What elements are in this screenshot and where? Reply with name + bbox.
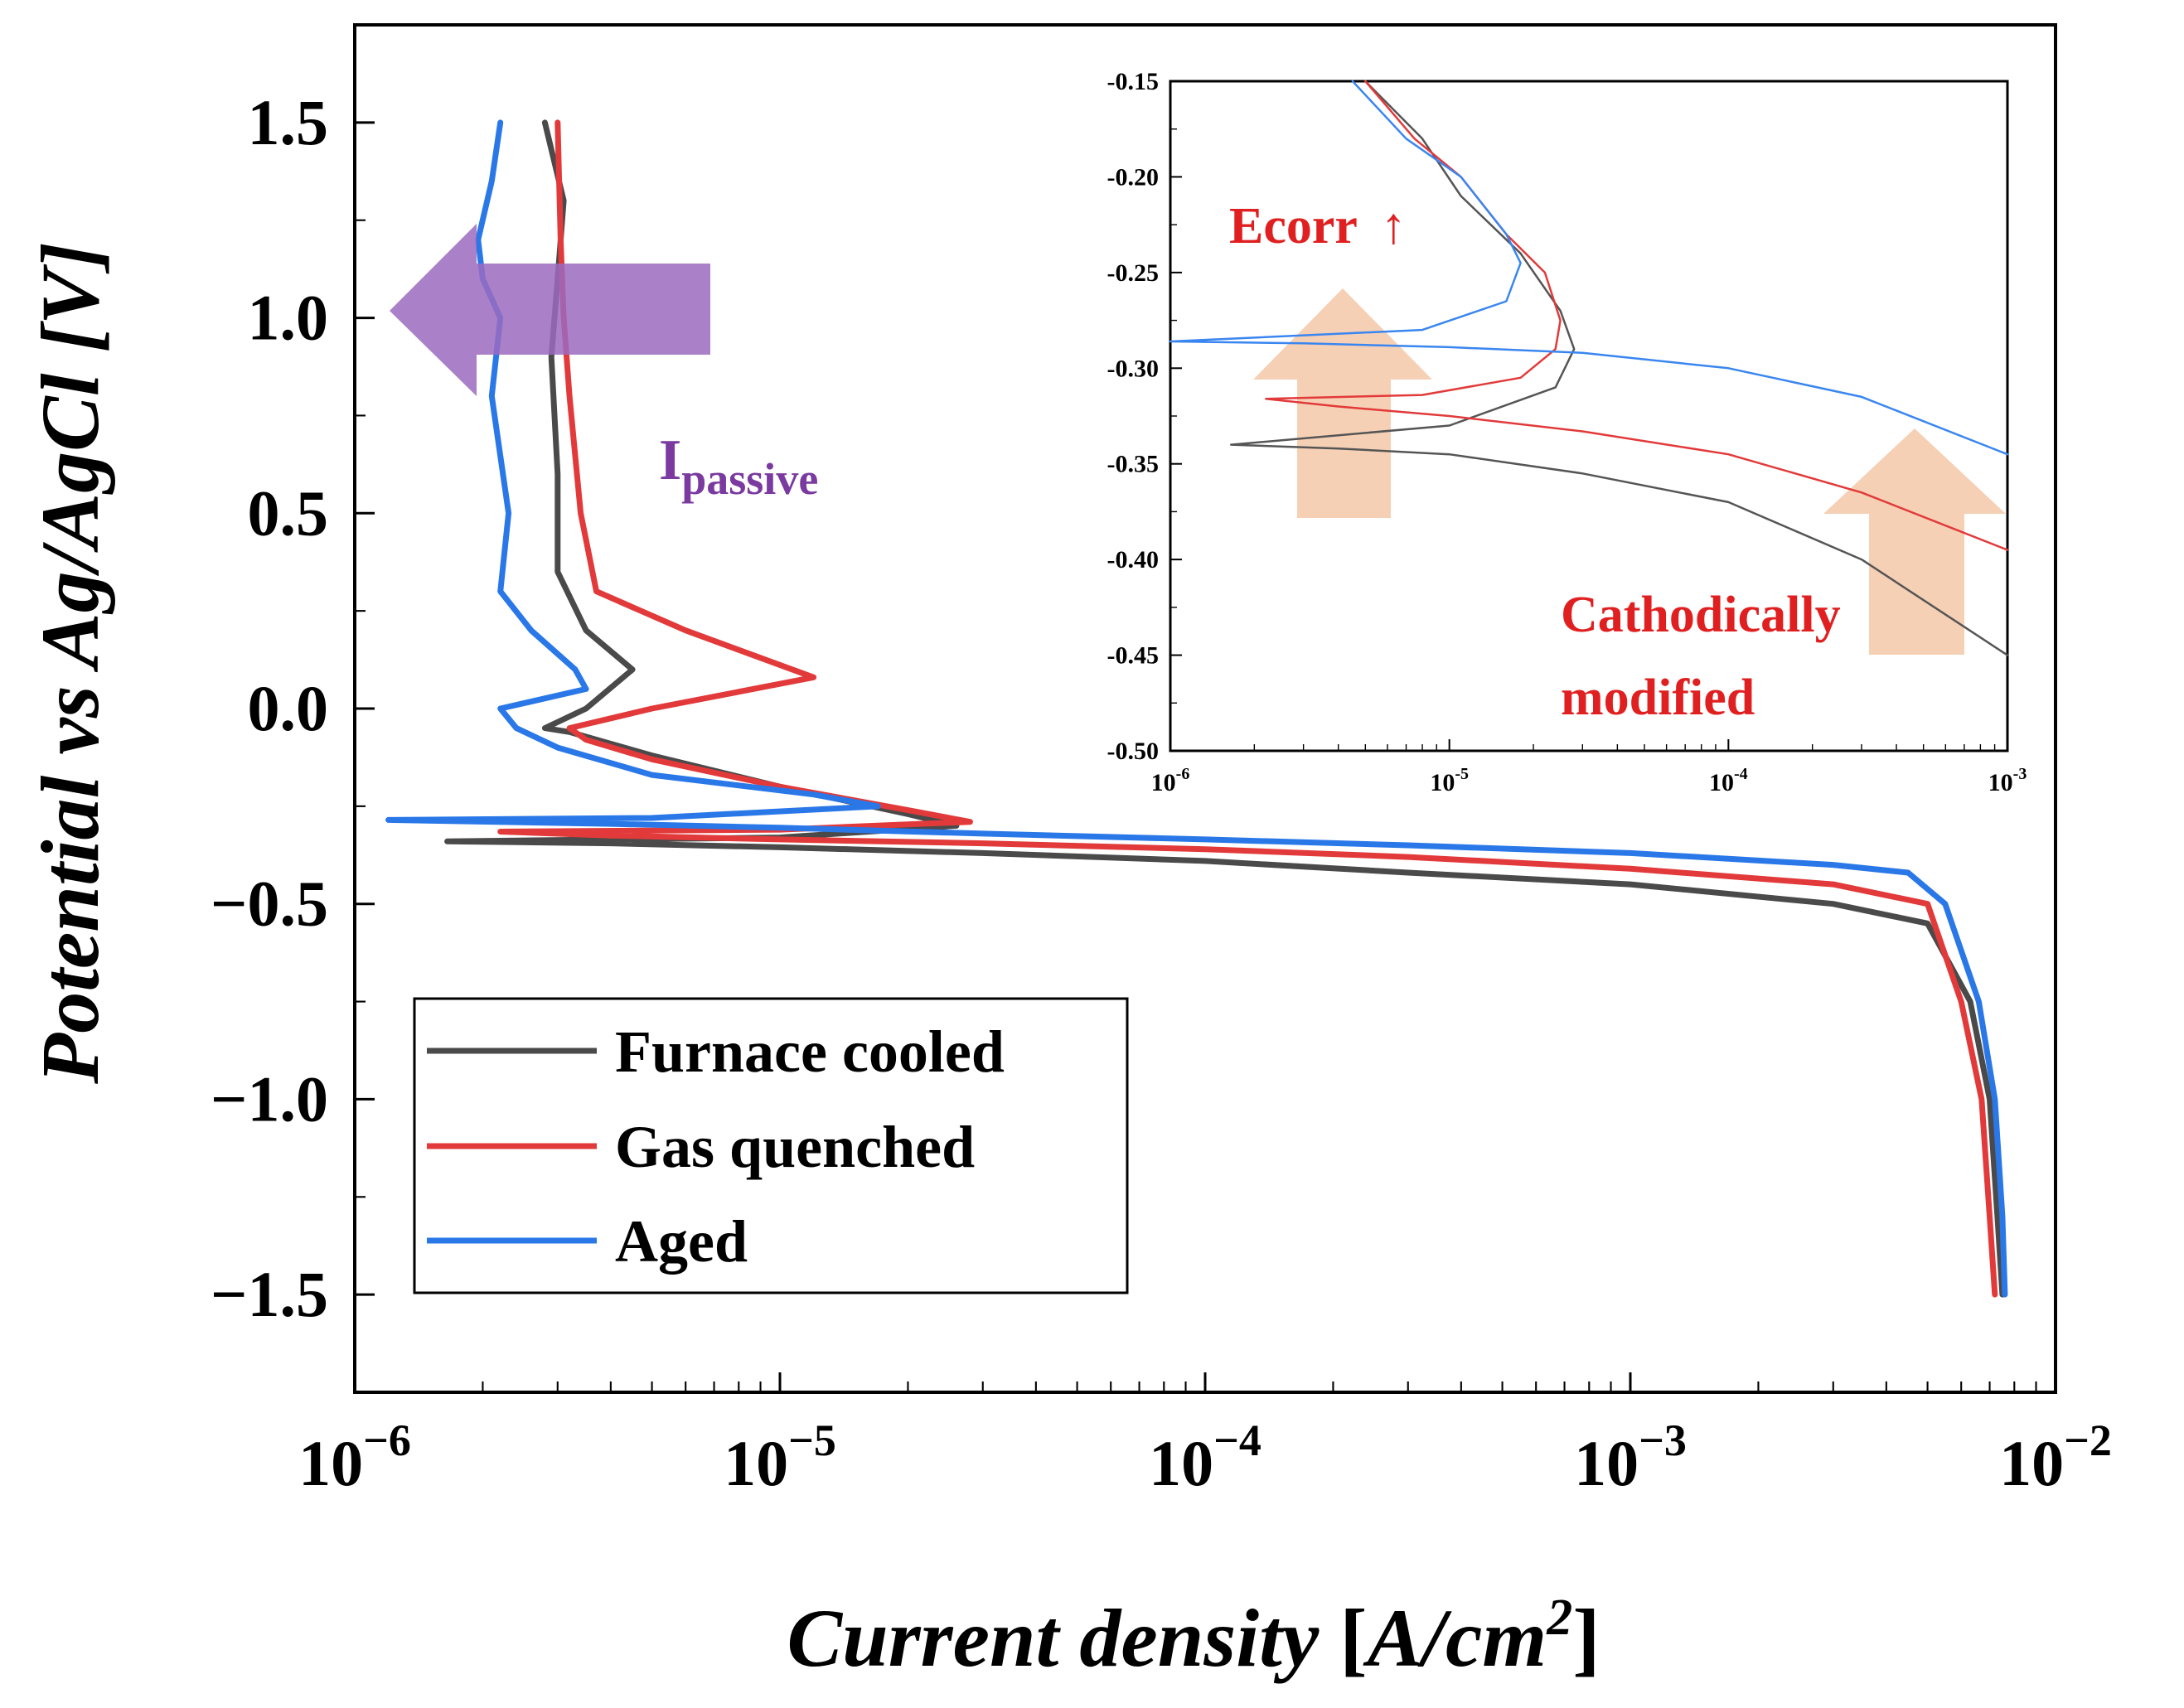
main-y-tick-label: 0.5 <box>248 477 329 549</box>
main-series-group <box>385 119 2008 1298</box>
main-y-tick-label: −0.5 <box>211 868 328 940</box>
main-series-furnace-cooled <box>444 119 2006 1298</box>
inset-axis-ticks: 10-6 10-5 10-4 10-3 -0.15 -0.20 -0.25 -0.30 -0.3… <box>1107 68 2027 796</box>
ipassive-label: Ipassive <box>659 428 818 504</box>
main-y-axis-title: Potential vs Ag/AgCl [V] <box>24 242 116 1085</box>
inset-x-tick-label: 10-6 <box>1151 765 1190 796</box>
inset-y-tick-label: -0.25 <box>1107 259 1160 287</box>
ecorr-label: Ecorr ↑ <box>1229 198 1407 254</box>
main-x-axis-title: Current density [A/cm2] <box>787 1589 1600 1684</box>
inset-y-tick-label: -0.15 <box>1107 68 1160 95</box>
inset-y-tick-label: -0.40 <box>1107 546 1160 573</box>
inset-y-tick-label: -0.35 <box>1107 451 1160 478</box>
legend-item-aged: Aged <box>427 1208 748 1275</box>
inset-y-tick-label: -0.45 <box>1107 642 1160 670</box>
legend-item-gas-quenched: Gas quenched <box>427 1114 975 1180</box>
inset-series-furnace-cooled <box>1229 80 2009 656</box>
legend-label-gas-quenched: Gas quenched <box>615 1114 975 1180</box>
legend: Furnace cooled Gas quenched Aged <box>413 997 1129 1294</box>
main-y-tick-label: 0.0 <box>248 672 329 744</box>
main-series-aged <box>385 119 2008 1298</box>
legend-item-furnace-cooled: Furnace cooled <box>427 1019 1005 1085</box>
main-series-gas-quenched <box>497 119 1998 1298</box>
inset-y-tick-label: -0.50 <box>1107 738 1160 765</box>
inset-y-tick-label: -0.20 <box>1107 163 1160 191</box>
main-x-tick-label: 10−5 <box>724 1415 836 1499</box>
legend-label-furnace-cooled: Furnace cooled <box>615 1019 1005 1085</box>
main-x-tick-label: 10−2 <box>1999 1415 2112 1499</box>
ipassive-arrow-icon <box>390 224 710 396</box>
main-y-tick-label: 1.5 <box>248 86 329 158</box>
main-axis-ticks: 10−6 10−5 10−4 10−3 10−2 1.5 1.0 0.5 0.0 −0.5 −1.0… <box>211 86 2112 1499</box>
main-y-tick-label: 1.0 <box>248 282 329 354</box>
cathodic-label-line1: Cathodically <box>1561 587 1841 643</box>
inset-series-aged <box>1169 80 2009 456</box>
inset-x-tick-label: 10-5 <box>1430 765 1469 796</box>
inset-series-group <box>1169 80 2009 656</box>
main-y-tick-label: −1.0 <box>211 1062 328 1135</box>
inset-y-tick-label: -0.30 <box>1107 355 1160 382</box>
legend-label-aged: Aged <box>615 1208 748 1275</box>
inset-x-tick-label: 10-4 <box>1709 765 1748 796</box>
inset-x-tick-label: 10-3 <box>1988 765 2027 796</box>
main-x-tick-label: 10−4 <box>1149 1415 1261 1499</box>
main-x-tick-label: 10−3 <box>1574 1415 1687 1499</box>
main-x-tick-label: 10−6 <box>298 1415 411 1499</box>
inset-plot: 10-6 10-5 10-4 10-3 -0.15 -0.20 -0.25 -0.30 -0.3… <box>1107 68 2027 796</box>
peach-up-arrow-right-icon <box>1823 428 2006 655</box>
cathodic-label-line2: modified <box>1561 670 1755 726</box>
main-y-tick-label: −1.5 <box>211 1258 328 1330</box>
